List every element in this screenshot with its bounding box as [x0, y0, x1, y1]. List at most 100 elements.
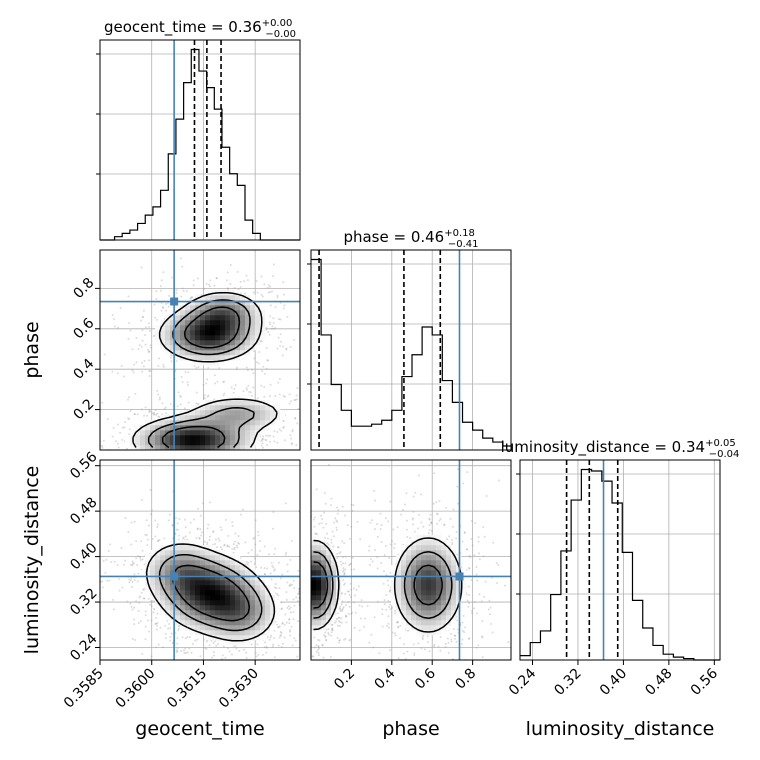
sample-point: [206, 450, 208, 452]
sample-point: [297, 516, 299, 518]
density-cell: [215, 300, 221, 306]
density-cell: [155, 570, 161, 576]
density-cell: [135, 425, 141, 431]
density-cell: [170, 325, 176, 331]
sample-point: [304, 585, 306, 587]
density-cell: [185, 570, 191, 576]
sample-point: [84, 438, 86, 440]
sample-point: [232, 391, 235, 394]
sample-point: [179, 403, 182, 406]
sample-point: [197, 366, 200, 369]
density-cell: [210, 590, 216, 596]
sample-point: [196, 660, 198, 662]
sample-point: [204, 397, 207, 400]
sample-point: [239, 285, 242, 288]
sample-point: [119, 431, 122, 434]
sample-point: [290, 552, 292, 554]
sample-point: [450, 632, 453, 635]
density-cell: [200, 420, 206, 426]
sample-point: [305, 530, 307, 532]
sample-point: [268, 553, 271, 556]
sample-point: [295, 444, 298, 447]
density-cell: [205, 415, 211, 421]
sample-point: [468, 554, 471, 557]
sample-point: [104, 571, 107, 574]
sample-point: [305, 572, 307, 574]
sample-point: [270, 327, 273, 330]
sample-point: [123, 426, 126, 429]
density-cell: [160, 320, 166, 326]
density-cell: [220, 635, 226, 641]
sample-point: [287, 560, 289, 562]
sample-point: [284, 458, 286, 460]
density-cell: [250, 595, 256, 601]
sample-point: [152, 607, 155, 610]
density-cell: [205, 635, 211, 641]
sample-point: [86, 430, 88, 432]
sample-point: [244, 292, 247, 295]
sample-point: [131, 563, 134, 566]
sample-point: [341, 600, 344, 603]
sample-point: [279, 318, 282, 321]
sample-point: [383, 553, 386, 556]
density-cell: [225, 360, 231, 366]
sample-point: [481, 656, 484, 659]
density-cell: [185, 330, 191, 336]
sample-point: [130, 462, 132, 464]
sample-point: [200, 453, 202, 455]
sample-point: [145, 534, 148, 537]
density-cell: [240, 345, 246, 351]
sample-point: [288, 630, 291, 633]
sample-point: [421, 665, 423, 667]
sample-point: [462, 614, 465, 617]
sample-point: [281, 573, 284, 576]
density-cell: [165, 560, 171, 566]
sample-point: [129, 563, 132, 566]
density-cell: [220, 330, 226, 336]
sample-point: [278, 663, 280, 665]
sample-point: [196, 491, 198, 493]
density-cell: [190, 300, 196, 306]
sample-point: [219, 546, 222, 549]
density-cell: [205, 310, 211, 316]
sample-point: [260, 444, 263, 447]
sample-point: [396, 621, 399, 624]
sample-point: [267, 284, 270, 287]
density-cell: [255, 310, 261, 316]
density-cell: [225, 395, 231, 401]
density-cell: [210, 290, 216, 296]
sample-point: [256, 643, 259, 646]
density-cell: [215, 575, 221, 581]
density-cell: [165, 610, 171, 616]
density-cell: [230, 410, 236, 416]
sample-point: [303, 405, 305, 407]
sample-point: [346, 590, 349, 593]
sample-point: [363, 625, 366, 628]
sample-point: [128, 322, 131, 325]
density-cell: [225, 410, 231, 416]
sample-point: [243, 280, 246, 283]
sample-point: [253, 536, 256, 539]
sample-point: [280, 563, 282, 565]
density-cell: [230, 420, 236, 426]
density-cell: [270, 410, 276, 416]
density-cell: [235, 400, 241, 406]
sample-point: [325, 639, 328, 642]
sample-point: [144, 326, 147, 329]
sample-point: [262, 518, 264, 520]
sample-point: [338, 552, 341, 555]
sample-point: [306, 565, 308, 567]
density-cell: [220, 640, 226, 646]
sample-point: [245, 387, 248, 390]
density-cell: [265, 425, 271, 431]
density-cell: [225, 615, 231, 621]
sample-point: [235, 368, 238, 371]
sample-point: [200, 534, 203, 537]
density-cell: [190, 360, 196, 366]
density-cell: [265, 610, 271, 616]
density-cell: [235, 355, 241, 361]
density-cell: [190, 600, 196, 606]
sample-point: [228, 650, 231, 653]
truth-marker: [170, 572, 179, 581]
sample-point: [305, 583, 307, 585]
